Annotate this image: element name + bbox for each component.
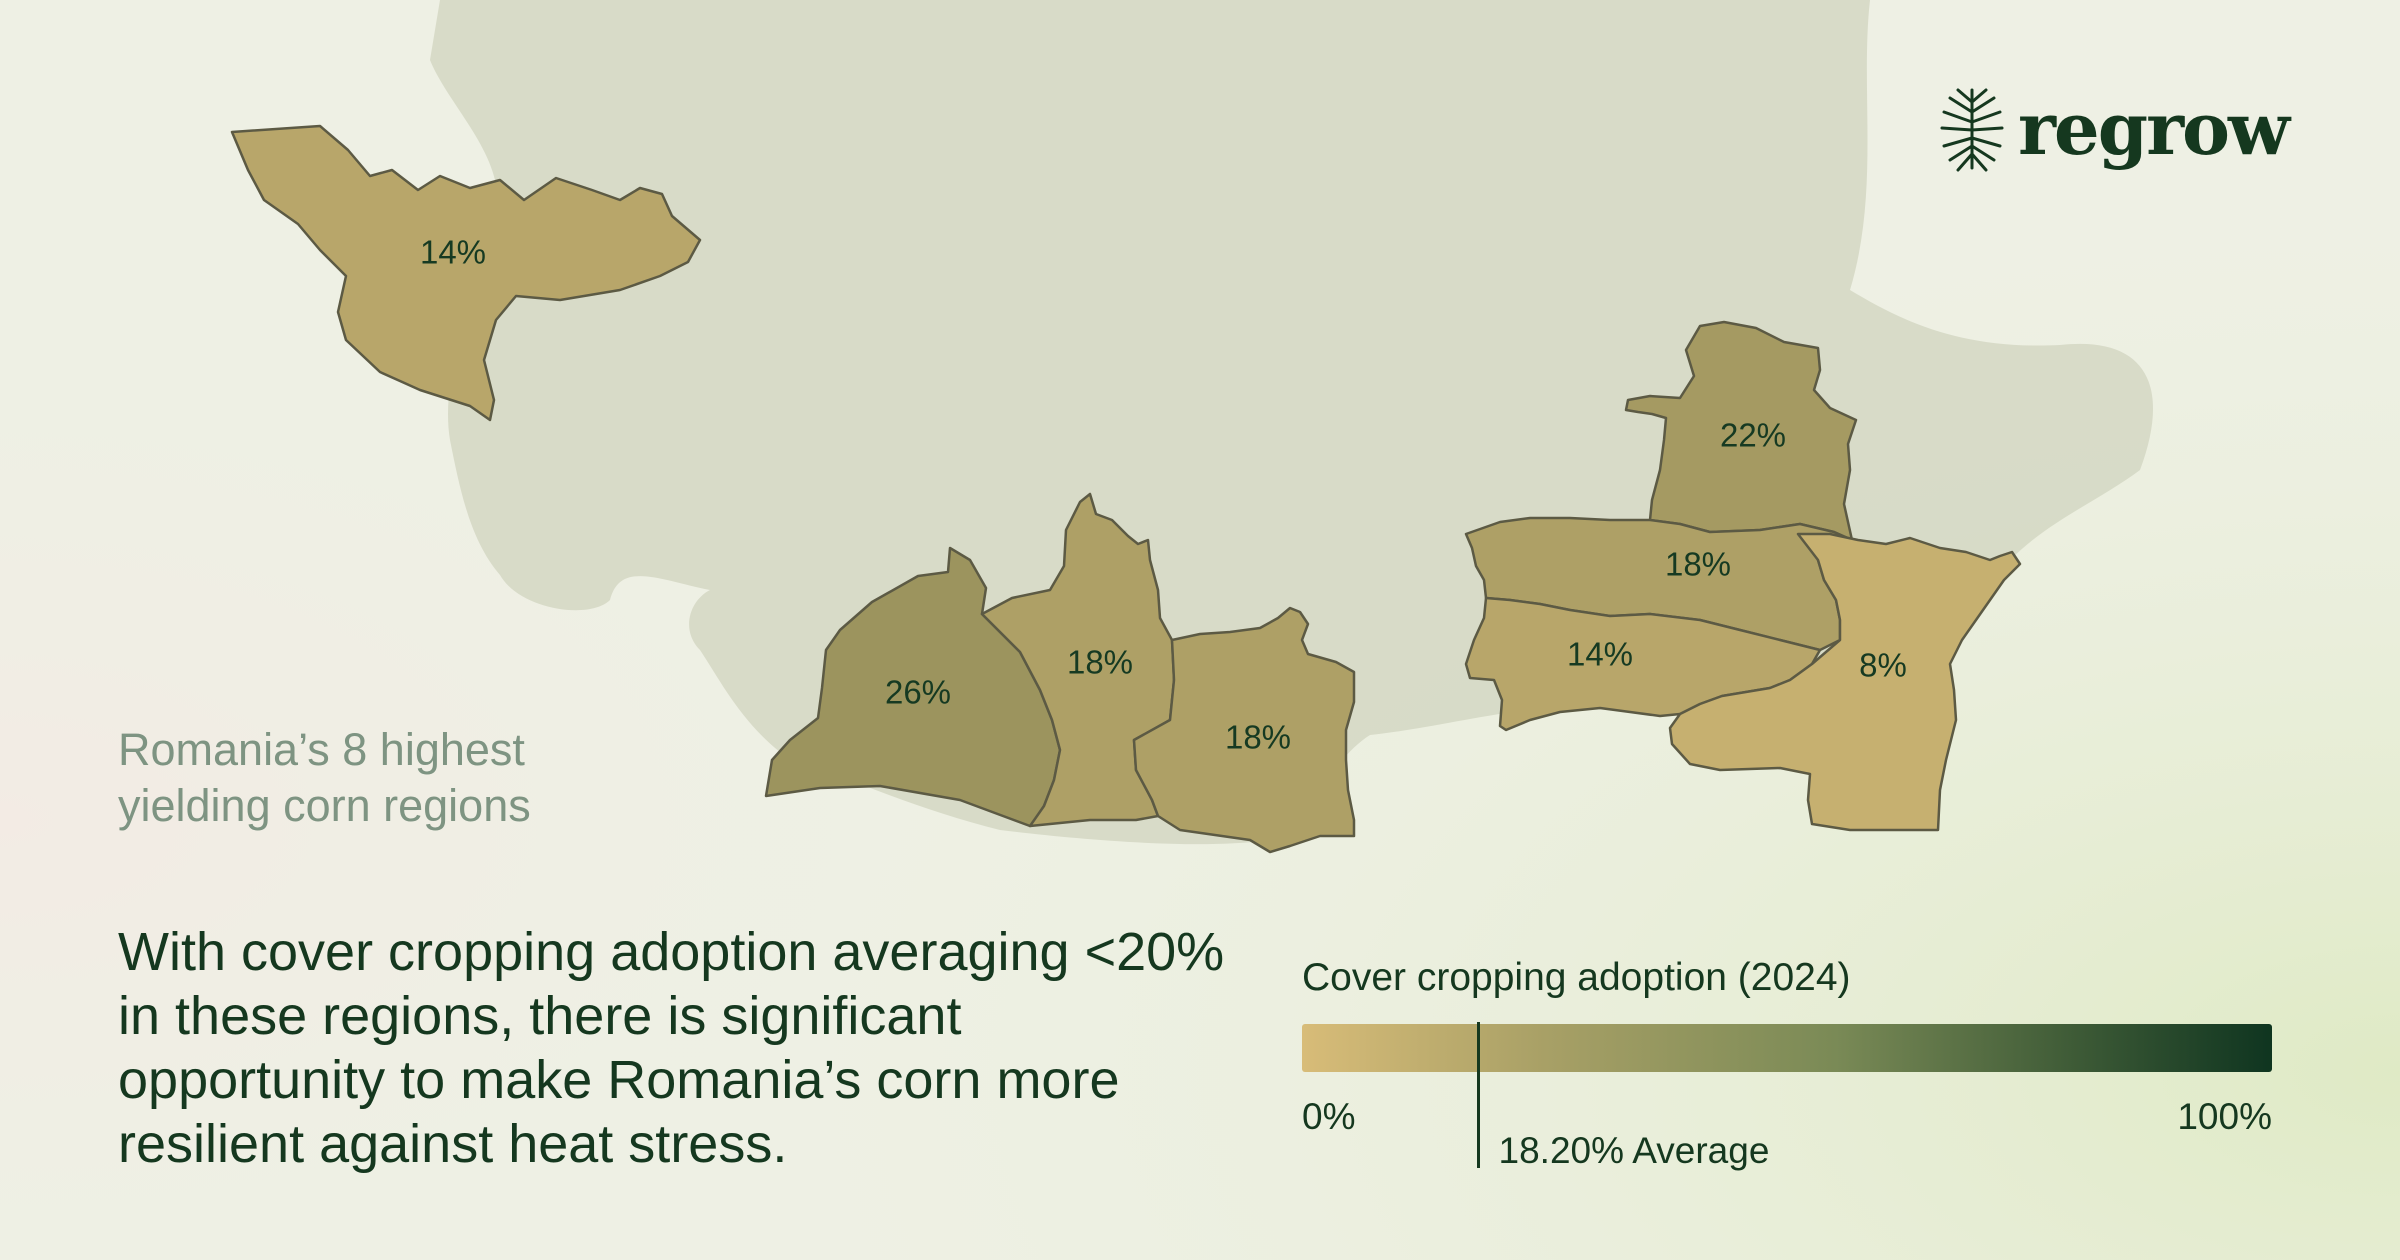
region-sw-b[interactable]: 18% xyxy=(980,492,1176,828)
region-nw-shape[interactable] xyxy=(230,124,702,422)
region-se-mid-label: 18% xyxy=(1665,546,1731,583)
region-se-east-shape[interactable] xyxy=(1668,532,2022,832)
region-sw-c[interactable]: 18% xyxy=(1132,606,1356,854)
region-se-east[interactable]: 8% xyxy=(1668,532,2022,832)
region-se-north-label: 22% xyxy=(1720,417,1786,454)
tree-roots-icon xyxy=(1940,88,2004,172)
legend-average-label: 18.20% Average xyxy=(1498,1130,1770,1171)
regrow-logo: regrow xyxy=(1938,84,2290,174)
headline-text: With cover cropping adoption averaging <… xyxy=(118,922,1225,1174)
legend-max-label: 100% xyxy=(2177,1096,2272,1137)
region-nw[interactable]: 14% xyxy=(230,124,702,422)
legend-color-scale xyxy=(1302,1024,2272,1072)
legend-average-marker xyxy=(1477,1022,1481,1168)
region-se-southwest-label: 14% xyxy=(1567,636,1633,673)
legend-min-label: 0% xyxy=(1302,1096,1356,1137)
region-se-southwest[interactable]: 14% xyxy=(1464,596,1822,732)
region-se-east-label: 8% xyxy=(1859,647,1907,684)
legend-title: Cover cropping adoption (2024) xyxy=(1302,956,1851,999)
logo-wordmark: regrow xyxy=(2018,86,2290,171)
region-sw-a-label: 26% xyxy=(885,674,951,711)
region-sw-c-label: 18% xyxy=(1225,719,1291,756)
region-sw-c-shape[interactable] xyxy=(1132,606,1356,854)
region-sw-b-label: 18% xyxy=(1067,644,1133,681)
region-nw-label: 14% xyxy=(420,234,486,271)
map-subtitle: Romania’s 8 highest yielding corn region… xyxy=(118,724,531,831)
